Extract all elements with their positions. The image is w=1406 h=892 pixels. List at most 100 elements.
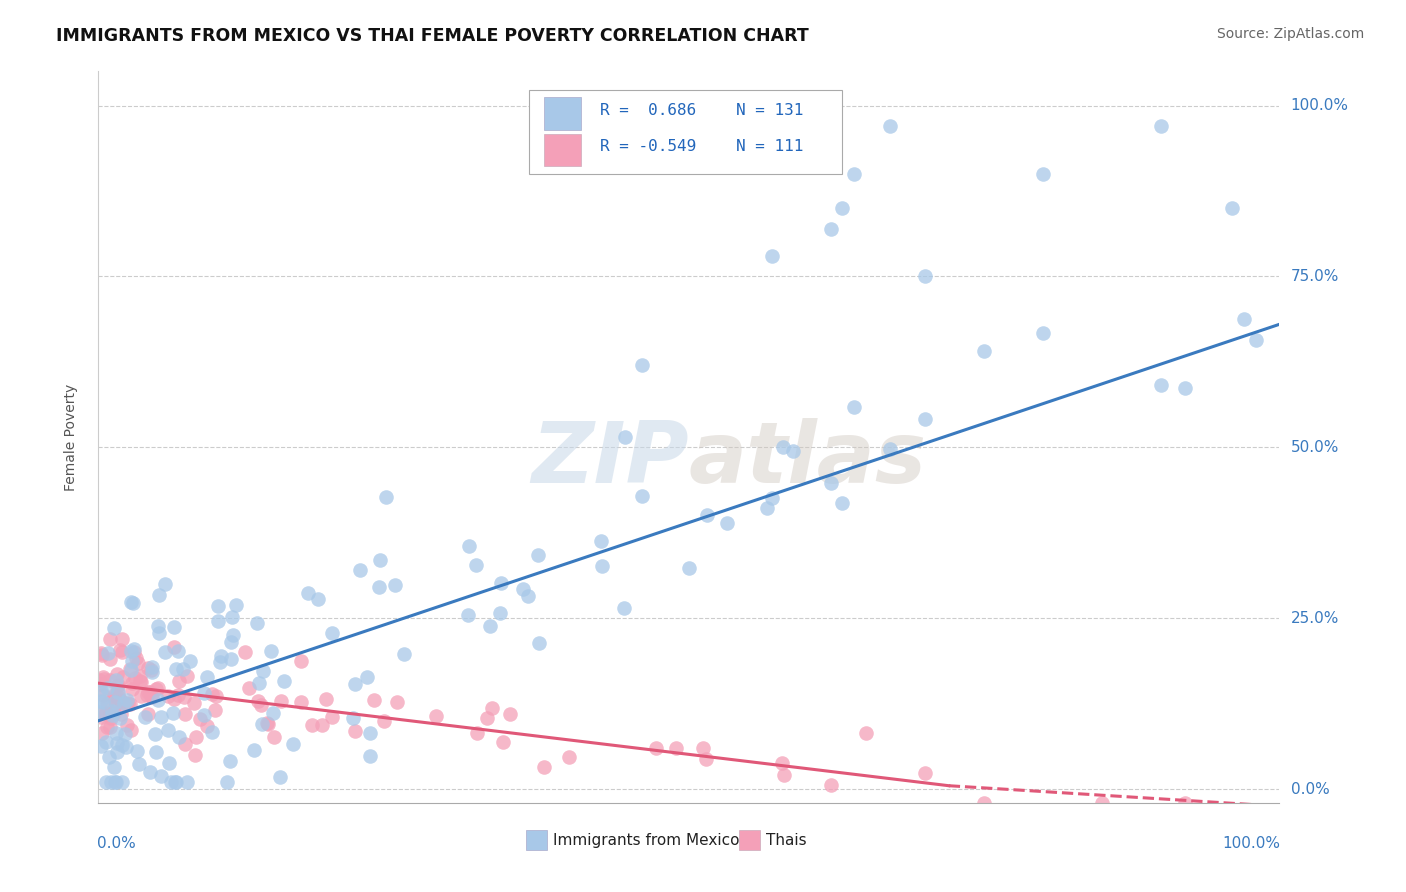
- Point: [90, 739, 112, 754]
- Point: [855, 726, 877, 740]
- Point: [478, 619, 501, 633]
- Point: [120, 664, 142, 678]
- Point: [217, 775, 239, 789]
- Point: [104, 775, 127, 789]
- Point: [301, 718, 323, 732]
- Point: [464, 558, 486, 572]
- Point: [90, 710, 112, 724]
- Point: [104, 695, 127, 709]
- Point: [97, 646, 120, 660]
- Point: [115, 698, 138, 712]
- Point: [770, 756, 793, 770]
- Point: [94, 735, 117, 749]
- Point: [263, 730, 285, 744]
- Point: [127, 657, 149, 671]
- Point: [375, 490, 398, 504]
- Point: [290, 654, 312, 668]
- Point: [135, 688, 157, 702]
- Point: [557, 749, 579, 764]
- Point: [256, 716, 278, 731]
- Point: [107, 690, 129, 704]
- Point: [120, 698, 142, 712]
- Point: [163, 620, 186, 634]
- Point: [120, 643, 142, 657]
- Point: [201, 687, 224, 701]
- Point: [499, 706, 522, 721]
- Text: 75.0%: 75.0%: [1291, 268, 1339, 284]
- Point: [517, 589, 540, 603]
- Point: [208, 655, 231, 669]
- Point: [252, 664, 274, 678]
- Point: [90, 694, 112, 708]
- Point: [481, 701, 503, 715]
- Point: [772, 768, 794, 782]
- Point: [100, 711, 122, 725]
- Point: [107, 685, 129, 699]
- Point: [91, 648, 114, 662]
- Point: [120, 595, 142, 609]
- Point: [110, 694, 132, 708]
- Point: [139, 765, 162, 780]
- Point: [129, 673, 152, 688]
- Point: [260, 644, 283, 658]
- Point: [153, 645, 176, 659]
- Point: [201, 725, 224, 739]
- Point: [831, 496, 853, 510]
- Point: [844, 400, 866, 414]
- Point: [262, 706, 284, 720]
- Point: [252, 716, 274, 731]
- Point: [90, 682, 112, 697]
- Point: [290, 695, 312, 709]
- Point: [820, 475, 842, 490]
- Point: [1032, 167, 1054, 181]
- Point: [139, 689, 162, 703]
- Point: [1174, 381, 1197, 395]
- Point: [166, 689, 188, 703]
- Point: [914, 269, 936, 284]
- Point: [91, 695, 114, 709]
- Point: [209, 648, 232, 663]
- Point: [695, 752, 717, 766]
- Point: [219, 652, 242, 666]
- Point: [269, 770, 291, 784]
- Point: [100, 704, 122, 718]
- Point: [315, 692, 337, 706]
- Point: [103, 706, 125, 721]
- Point: [156, 723, 179, 738]
- Text: Immigrants from Mexico: Immigrants from Mexico: [553, 832, 740, 847]
- Text: R =  0.686: R = 0.686: [600, 103, 696, 118]
- Point: [136, 661, 159, 675]
- Point: [121, 654, 143, 668]
- Point: [141, 690, 163, 704]
- Point: [591, 534, 613, 549]
- Point: [914, 412, 936, 426]
- Point: [108, 693, 131, 707]
- Point: [163, 640, 186, 654]
- Point: [105, 679, 128, 693]
- Point: [1032, 326, 1054, 340]
- Point: [103, 688, 125, 702]
- Point: [665, 741, 688, 756]
- Point: [90, 646, 112, 660]
- Point: [134, 710, 156, 724]
- Text: N = 111: N = 111: [737, 139, 804, 154]
- Point: [368, 581, 391, 595]
- Point: [370, 552, 392, 566]
- Point: [457, 608, 479, 623]
- Point: [820, 221, 842, 235]
- Point: [107, 735, 129, 749]
- Point: [205, 689, 228, 703]
- Point: [174, 737, 197, 751]
- Point: [112, 696, 135, 710]
- Point: [195, 719, 218, 733]
- Point: [363, 693, 385, 707]
- Point: [128, 757, 150, 772]
- Bar: [738, 830, 759, 850]
- Point: [165, 775, 187, 789]
- Point: [1174, 796, 1197, 810]
- Point: [343, 723, 366, 738]
- Point: [425, 708, 447, 723]
- Point: [204, 703, 226, 717]
- Point: [98, 720, 121, 734]
- Point: [207, 615, 229, 629]
